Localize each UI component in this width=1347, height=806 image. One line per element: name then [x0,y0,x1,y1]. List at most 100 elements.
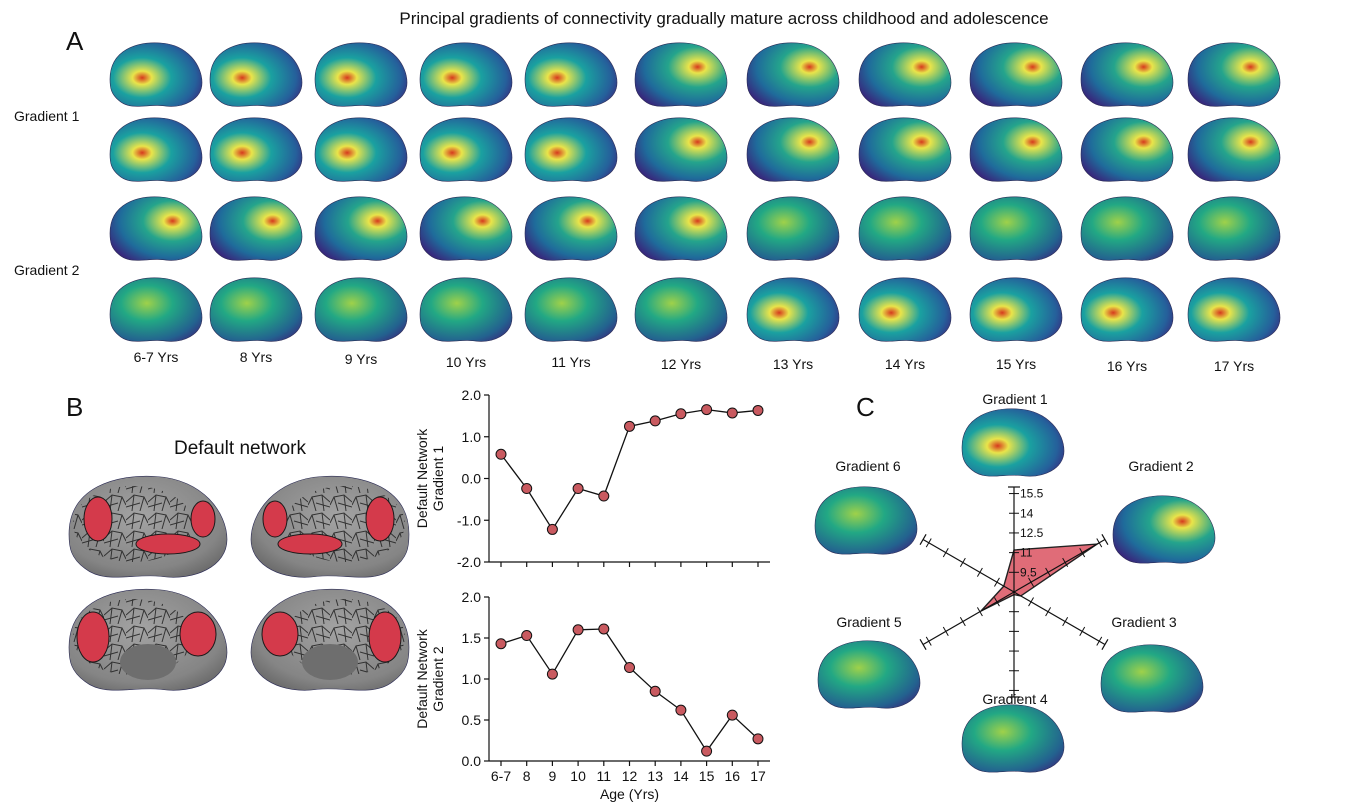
x-tick-label: 15 [699,768,715,784]
brain-surface-icon [858,277,952,342]
data-point [726,709,738,721]
brain-surface-icon [524,277,618,342]
brain-surface-icon [634,196,728,261]
brain-surface-icon [209,42,303,107]
brain-surface-icon [419,277,513,342]
radar-tick-label: 15.5 [1020,487,1044,501]
radar-tick [1062,557,1069,568]
y-axis-label: Default Network [414,628,430,729]
brain-surface-icon [1080,277,1174,342]
radar-chart: 9.5 11 12.5 14 15.5 [919,486,1109,698]
y-axis-label: Default Network [414,428,430,529]
brain-surface-icon [209,277,303,342]
data-point [521,630,533,642]
radar-tick [925,538,932,548]
brain-surface-icon [969,42,1063,107]
age-label: 15 Yrs [996,356,1036,372]
radar-tick [1096,636,1103,646]
x-tick-label: 10 [570,768,586,784]
brain-surface-icon [524,196,618,261]
brain-surface-icon [1187,117,1281,182]
age-label: 16 Yrs [1107,358,1147,374]
data-point [624,420,635,432]
brain-surface-icon [1080,196,1174,261]
data-point [598,623,610,635]
brain-surface-icon [1100,644,1204,713]
brain-surface-icon [1080,117,1174,182]
x-axis-label: Age (Yrs) [600,786,659,802]
brain-surface-icon [858,196,952,261]
age-label: 6-7 Yrs [134,349,179,365]
age-label: 11 Yrs [551,354,590,370]
gradient-1-line-chart: 2.0 1.0 0.0 -1.0 -2.0 Default Network Gradient… [414,387,770,570]
y-tick-label: 1.0 [462,429,482,445]
age-label: 8 Yrs [240,349,272,365]
radar-gradient-label: Gradient 5 [836,614,902,630]
brain-surface-icon [419,196,513,261]
data-point [649,685,661,697]
brain-surface-icon [634,117,728,182]
y-axis-label: Gradient 2 [430,646,446,712]
radar-tick [1045,607,1052,617]
radar-axis [922,538,1015,593]
brain-surface-icon [746,42,840,107]
radar-axis-cap [1101,534,1109,545]
brain-surface-icon [814,486,918,555]
radar-tick [994,597,1000,607]
data-point [675,704,687,716]
radar-tick [994,577,1000,587]
radar-tick [1062,616,1069,627]
figure-title: Principal gradients of connectivity grad… [399,9,1048,28]
y-tick-label: 2.0 [462,387,482,403]
radar-tick [1079,626,1086,636]
radar-tick [959,557,966,568]
radar-tick-label: 14 [1020,506,1034,520]
radar-tick-label: 12.5 [1020,526,1044,540]
brain-surface-icon [969,117,1063,182]
data-point [546,668,558,680]
age-label: 9 Yrs [345,351,377,367]
brain-surface-icon [634,42,728,107]
brain-surface-icon [961,704,1065,773]
data-point [752,733,764,745]
x-tick-label: 8 [523,768,531,784]
radar-tick [976,607,983,617]
data-point [598,490,610,502]
data-point [546,523,558,535]
brain-surface-icon [817,640,921,709]
radar-tick [1045,567,1052,577]
parcellated-brain-icon [68,588,228,691]
brain-surface-icon [746,196,840,261]
x-tick-label: 11 [597,768,612,784]
brain-surface-icon [961,408,1065,477]
data-point [495,638,507,650]
default-network-title: Default network [174,438,307,459]
radar-tick [1028,597,1034,607]
x-tick-label: 17 [750,768,766,784]
radar-tick [942,548,949,558]
brain-surface-icon [1112,495,1216,564]
panel-a-row-label-gradient-2: Gradient 2 [14,262,80,278]
age-label: 14 Yrs [885,356,925,372]
data-point [701,404,713,416]
radar-tick [925,636,932,646]
y-tick-label: -1.0 [457,512,481,528]
series-line [500,628,759,753]
y-tick-label: 2.0 [462,589,482,605]
data-point [572,624,584,636]
data-point [495,448,507,460]
radar-axis-cap [1101,639,1109,650]
panel-label-b: B [66,392,83,422]
x-tick-label: 6-7 [491,768,511,784]
brain-surface-icon [969,277,1063,342]
radar-gradient-label: Gradient 3 [1111,614,1177,630]
panel-label-a: A [66,26,84,56]
radar-gradient-label: Gradient 6 [835,458,901,474]
data-point [726,407,738,419]
radar-axis-cap [919,639,927,650]
brain-surface-icon [314,277,408,342]
brain-surface-icon [524,117,618,182]
x-tick-label: 16 [725,768,741,784]
brain-surface-icon [524,42,618,107]
y-tick-label: 0.0 [462,471,482,487]
